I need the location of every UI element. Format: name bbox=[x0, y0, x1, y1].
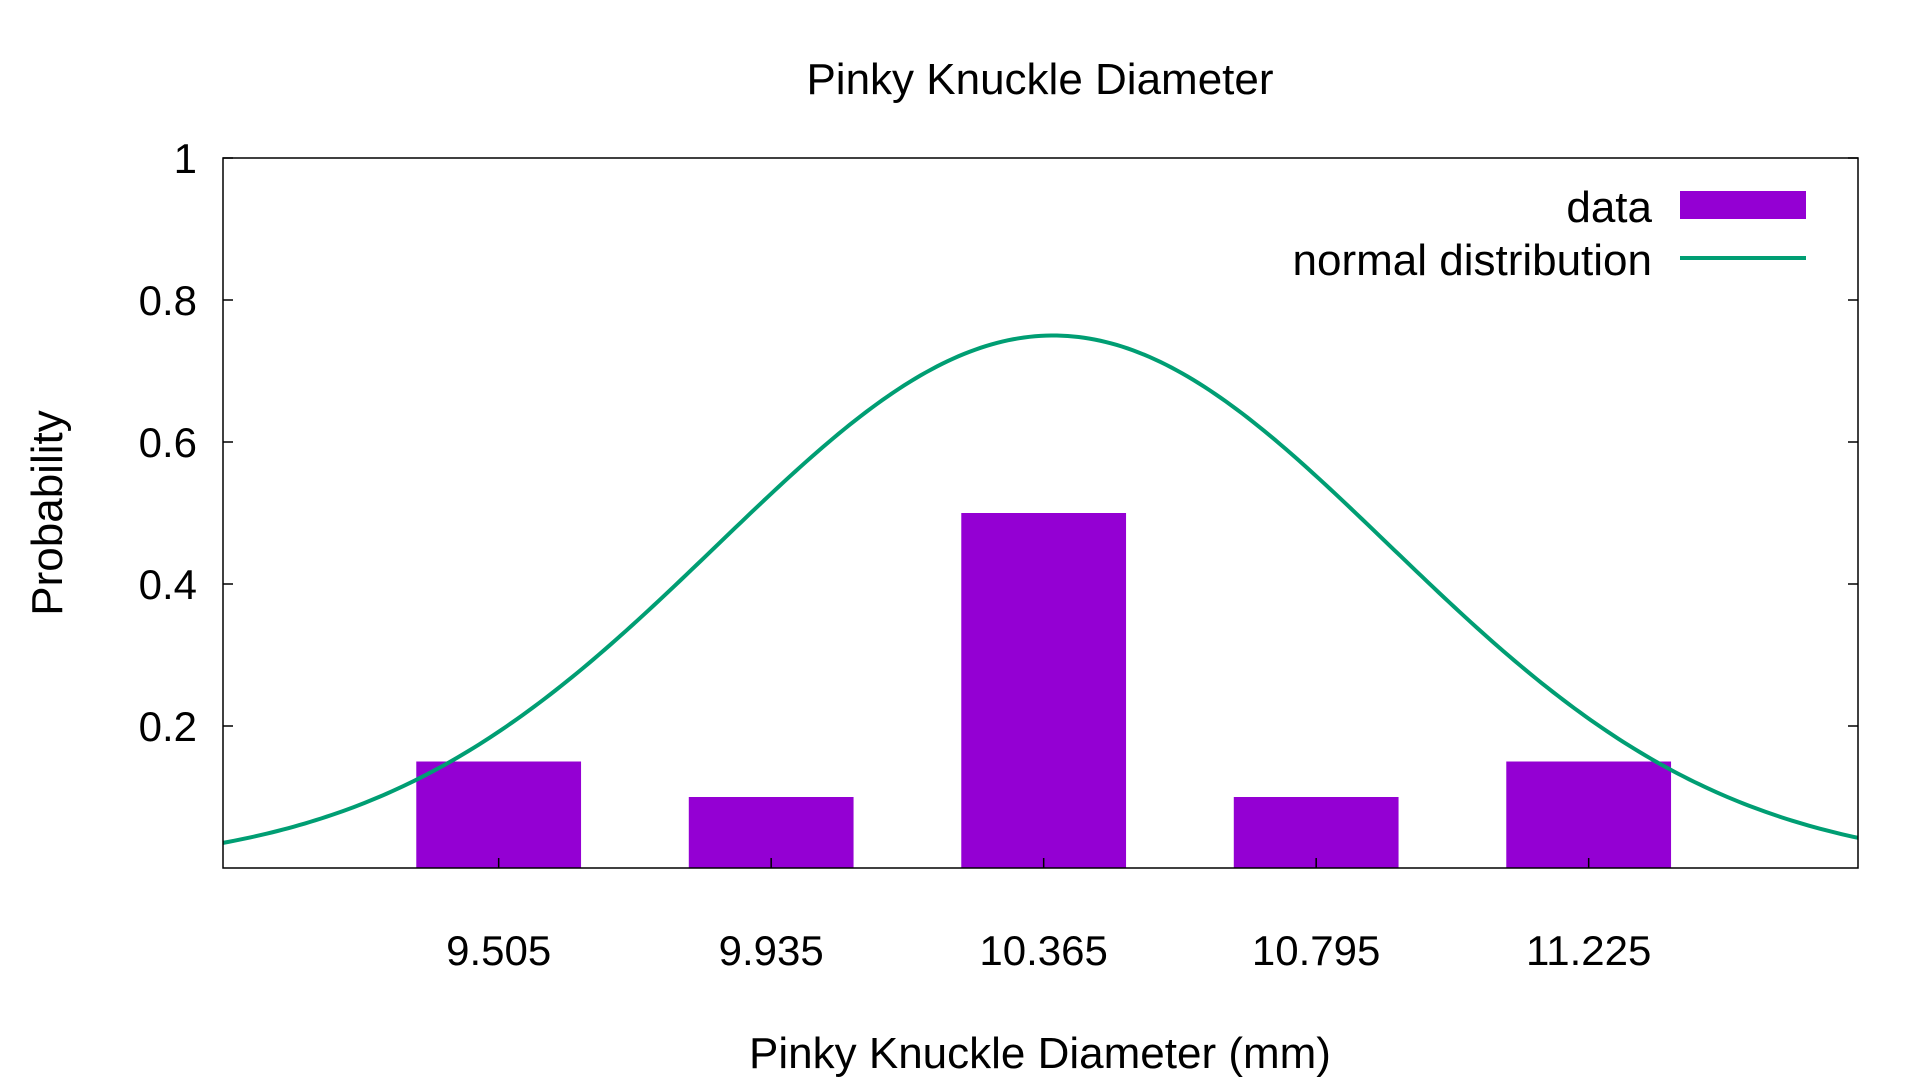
bar-11.225 bbox=[1506, 761, 1672, 868]
y-tick-label: 0.6 bbox=[139, 419, 197, 466]
y-tick-label: 0.2 bbox=[139, 703, 197, 750]
bar-9.505 bbox=[416, 761, 582, 868]
curve-group bbox=[222, 333, 1859, 845]
x-axis-label: Pinky Knuckle Diameter (mm) bbox=[749, 1029, 1331, 1078]
x-tick-label: 9.505 bbox=[446, 927, 551, 974]
bar-9.935 bbox=[688, 797, 854, 868]
bars-group bbox=[416, 513, 1672, 868]
legend: data normal distribution bbox=[1293, 183, 1806, 285]
y-tick-label: 1 bbox=[174, 135, 197, 182]
y-ticks-group: 0.2 0.4 0.6 0.8 1 bbox=[139, 135, 1858, 750]
legend-label-normal-distribution: normal distribution bbox=[1293, 236, 1653, 285]
legend-swatch-data bbox=[1680, 191, 1806, 219]
y-axis-label: Probability bbox=[23, 410, 72, 615]
x-ticks-group: 9.505 9.935 10.365 10.795 11.225 bbox=[446, 858, 1651, 974]
bar-10.365 bbox=[961, 513, 1127, 868]
y-tick-label: 0.8 bbox=[139, 277, 197, 324]
plot-frame bbox=[222, 157, 1859, 869]
x-tick-label: 10.365 bbox=[979, 927, 1107, 974]
x-tick-label: 9.935 bbox=[719, 927, 824, 974]
chart-title: Pinky Knuckle Diameter bbox=[806, 55, 1273, 104]
bar-10.795 bbox=[1233, 797, 1399, 868]
y-tick-label: 0.4 bbox=[139, 561, 197, 608]
normal-distribution-curve bbox=[222, 333, 1859, 845]
legend-label-data: data bbox=[1566, 183, 1652, 232]
x-tick-label: 10.795 bbox=[1252, 927, 1380, 974]
x-tick-label: 11.225 bbox=[1526, 927, 1651, 974]
